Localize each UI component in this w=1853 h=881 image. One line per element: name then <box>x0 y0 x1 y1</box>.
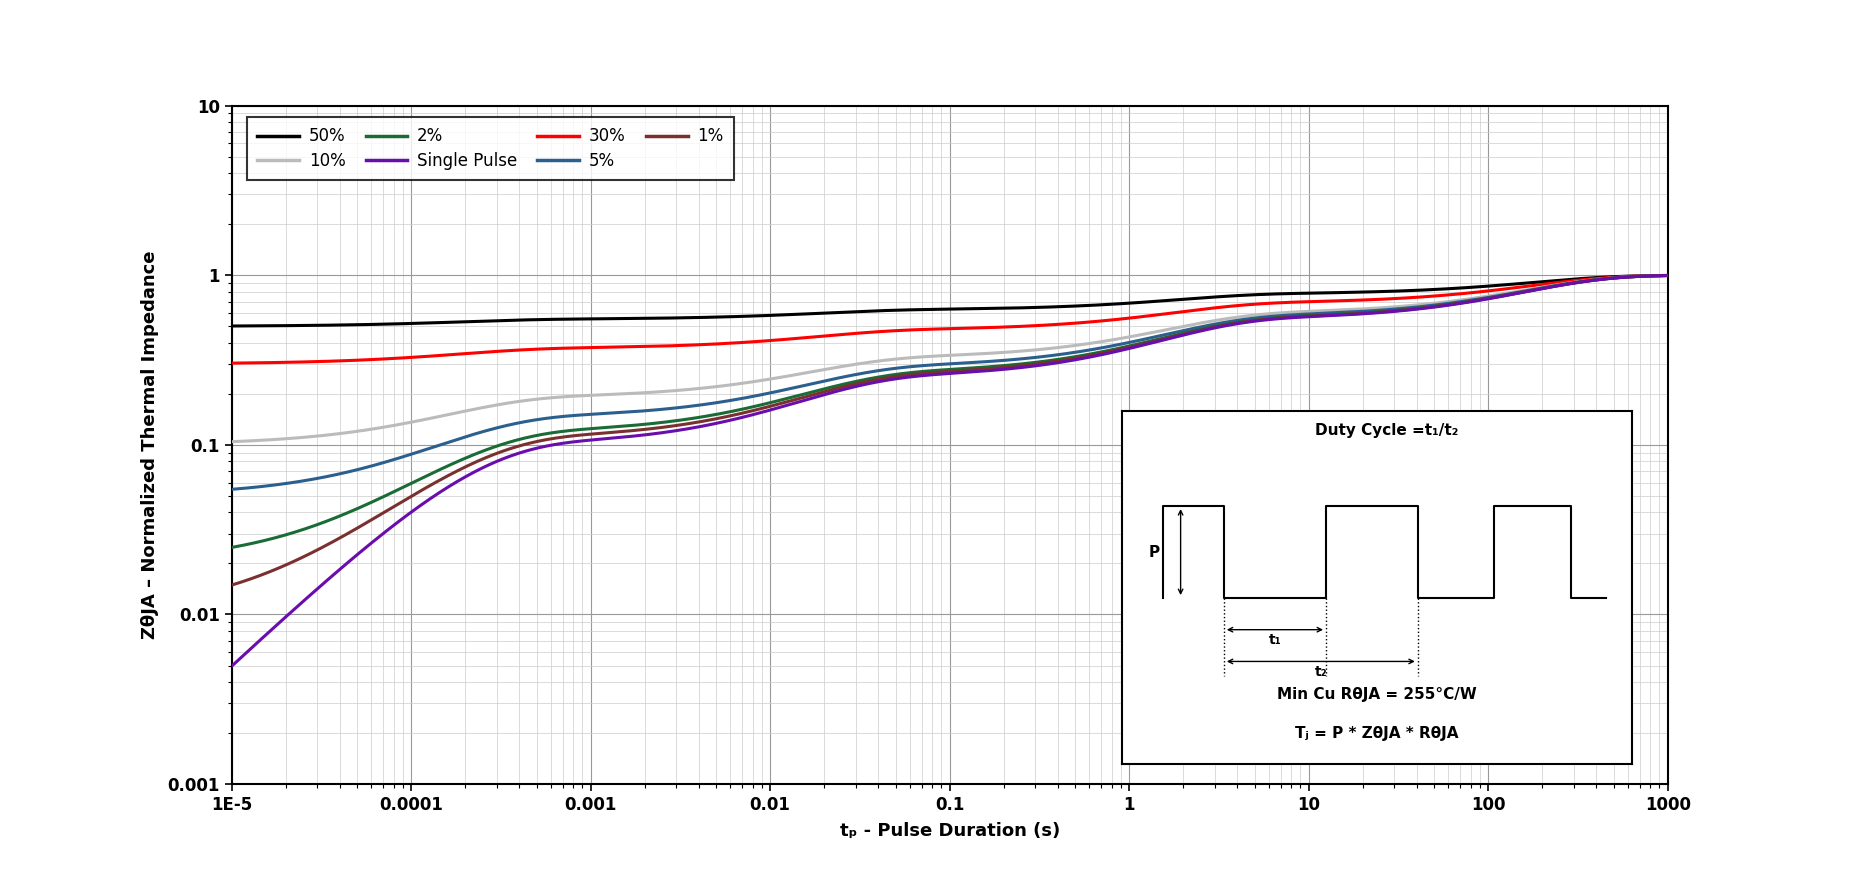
Text: Min Cu RθJA = 255°C/W: Min Cu RθJA = 255°C/W <box>1277 687 1477 702</box>
Text: t₂: t₂ <box>1314 665 1327 679</box>
Text: Duty Cycle =t₁/t₂: Duty Cycle =t₁/t₂ <box>1316 424 1458 439</box>
Legend: 50%, 10%, 2%, Single Pulse, 30%, 5%, 1%: 50%, 10%, 2%, Single Pulse, 30%, 5%, 1% <box>246 117 734 180</box>
X-axis label: tₚ - Pulse Duration (s): tₚ - Pulse Duration (s) <box>839 822 1060 840</box>
Text: Tⱼ = P * ZθJA * RθJA: Tⱼ = P * ZθJA * RθJA <box>1295 726 1458 741</box>
Text: t₁: t₁ <box>1269 633 1280 648</box>
Y-axis label: ZθJA – Normalized Thermal Impedance: ZθJA – Normalized Thermal Impedance <box>141 251 159 639</box>
Text: P: P <box>1149 544 1160 559</box>
